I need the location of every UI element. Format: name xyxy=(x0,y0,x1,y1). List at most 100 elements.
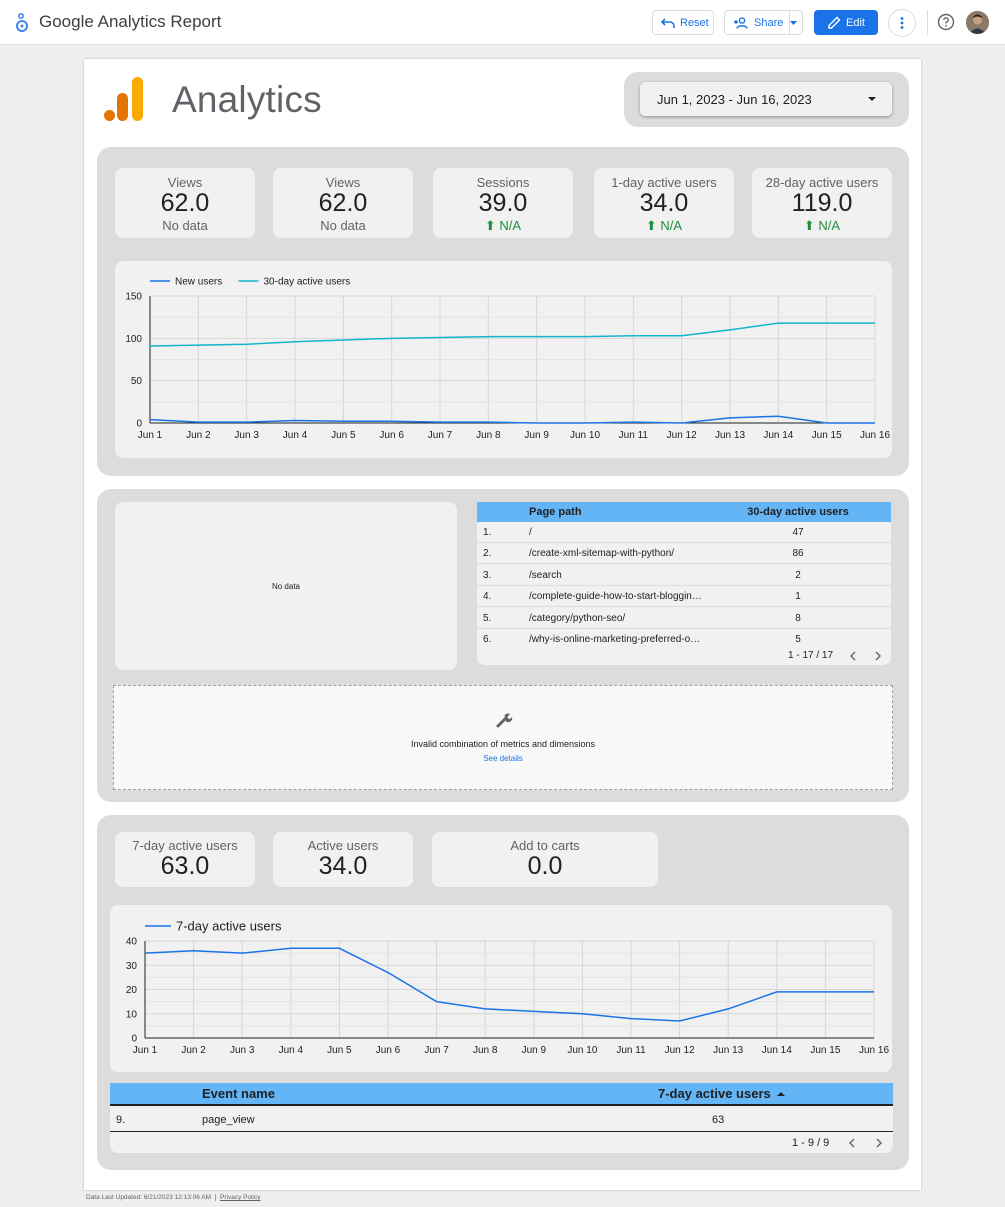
column-header-active-users[interactable]: 30-day active users xyxy=(747,506,849,518)
previous-page-icon[interactable] xyxy=(846,1137,858,1149)
scorecard-value: 119.0 xyxy=(791,189,853,217)
previous-page-icon[interactable] xyxy=(847,650,859,662)
value-cell: 5 xyxy=(795,634,801,645)
x-tick-label: Jun 1 xyxy=(133,1045,158,1056)
x-tick-label: Jun 3 xyxy=(234,430,259,441)
table-row[interactable]: 9. page_view 63 xyxy=(110,1108,893,1132)
scorecard-active-users[interactable]: Active users 34.0 xyxy=(273,832,413,887)
row-index: 6. xyxy=(483,634,492,645)
x-tick-label: Jun 9 xyxy=(524,430,549,441)
scorecard-7-day-active-users[interactable]: 7-day active users 63.0 xyxy=(115,832,255,887)
caret-down-icon xyxy=(790,20,797,25)
column-header-7-day-active-users[interactable]: 7-day active users xyxy=(658,1086,786,1101)
x-tick-label: Jun 8 xyxy=(476,430,501,441)
scorecard-views-2[interactable]: Views 62.0 No data xyxy=(273,168,413,238)
x-tick-label: Jun 6 xyxy=(376,1045,401,1056)
page-path-cell: /complete-guide-how-to-start-blogging-an… xyxy=(529,591,704,602)
sort-ascending-icon xyxy=(777,1092,786,1096)
report-footer: Data Last Updated: 6/21/2023 12:13:06 AM… xyxy=(86,1194,261,1201)
arrow-up-icon: ⬆ xyxy=(645,218,657,233)
date-range-picker[interactable]: Jun 1, 2023 - Jun 16, 2023 xyxy=(640,82,892,116)
event-table[interactable]: Event name 7-day active users 9. page_vi… xyxy=(110,1083,893,1153)
next-page-icon[interactable] xyxy=(872,650,884,662)
y-tick-label: 10 xyxy=(126,1009,138,1020)
y-tick-label: 30 xyxy=(126,961,138,972)
row-index: 5. xyxy=(483,613,492,624)
table-row[interactable]: 5. /category/python-seo/ 8 xyxy=(477,608,891,629)
analytics-wordmark: Analytics xyxy=(172,79,322,120)
column-header-event-name[interactable]: Event name xyxy=(202,1086,275,1101)
event-name-cell: page_view xyxy=(202,1114,255,1126)
undo-icon xyxy=(661,17,675,28)
row-index: 9. xyxy=(116,1114,126,1126)
scorecard-add-to-carts[interactable]: Add to carts 0.0 xyxy=(432,832,658,887)
users-timeseries-chart[interactable]: 0 50 100 150 Jun 1 Jun 2 Jun 3 Jun 4 Jun 5 Jun 6 J… xyxy=(115,261,892,458)
x-tick-label: Jun 15 xyxy=(810,1045,840,1056)
looker-studio-logo-icon xyxy=(16,12,28,32)
reset-button[interactable]: Reset xyxy=(652,10,714,35)
scorecard-views-1[interactable]: Views 62.0 No data xyxy=(115,168,255,238)
see-details-link[interactable]: See details xyxy=(483,754,523,763)
comparison-value: N/A xyxy=(660,218,683,233)
y-tick-label: 150 xyxy=(125,292,142,303)
y-tick-label: 20 xyxy=(126,985,138,996)
table-header: Event name 7-day active users xyxy=(110,1083,893,1106)
scorecard-label: Active users xyxy=(307,838,379,853)
column-header-page-path[interactable]: Page path xyxy=(529,506,582,518)
scorecard-label: 1-day active users xyxy=(611,175,717,190)
share-button[interactable]: Share xyxy=(724,10,790,35)
page-path-cell: /create-xml-sitemap-with-python/ xyxy=(529,548,675,559)
privacy-policy-link[interactable]: Privacy Policy xyxy=(220,1194,261,1202)
top-bar: Google Analytics Report Reset Share Edit xyxy=(0,0,1005,45)
x-tick-label: Jun 3 xyxy=(230,1045,255,1056)
scorecard-comparison: ⬆ N/A xyxy=(752,218,892,234)
x-tick-label: Jun 14 xyxy=(762,1045,792,1056)
next-page-icon[interactable] xyxy=(873,1137,885,1149)
table-row[interactable]: 2. /create-xml-sitemap-with-python/ 86 xyxy=(477,543,891,564)
scorecard-comparison: ⬆ N/A xyxy=(594,218,734,234)
more-options-button[interactable] xyxy=(888,9,916,37)
x-tick-label: Jun 13 xyxy=(713,1045,743,1056)
arrow-up-icon: ⬆ xyxy=(484,218,496,233)
chart-error-box: Invalid combination of metrics and dimen… xyxy=(113,685,893,790)
share-options-button[interactable] xyxy=(789,10,803,35)
y-tick-label: 0 xyxy=(131,1034,137,1045)
footer-divider xyxy=(215,1194,217,1201)
legend-label: New users xyxy=(175,277,222,288)
more-vert-icon xyxy=(900,17,904,29)
x-tick-label: Jun 2 xyxy=(181,1045,206,1056)
series-line xyxy=(144,947,874,1022)
y-tick-label: 0 xyxy=(136,419,142,430)
nodata-chart[interactable]: No data xyxy=(115,502,457,670)
row-index: 1. xyxy=(483,527,492,538)
table-row[interactable]: 3. /search 2 xyxy=(477,565,891,586)
help-icon[interactable] xyxy=(937,13,955,31)
7-day-users-timeseries-chart[interactable]: 0 10 20 30 40 Jun 1 Jun 2 Jun 3 Jun 4 Jun 5 Jun 6 J… xyxy=(110,905,892,1072)
error-message: Invalid combination of metrics and dimen… xyxy=(410,739,596,749)
active-users-panel: 7-day active users 63.0 Active users 34.… xyxy=(97,815,909,1170)
scorecard-sessions[interactable]: Sessions 39.0 ⬆ N/A xyxy=(433,168,573,238)
scorecard-value: 34.0 xyxy=(318,852,368,880)
table-row[interactable]: 6. /why-is-online-marketing-preferred-ov… xyxy=(477,629,891,650)
x-tick-label: Jun 8 xyxy=(473,1045,498,1056)
value-cell: 1 xyxy=(795,591,801,602)
date-range-value: Jun 1, 2023 - Jun 16, 2023 xyxy=(657,91,812,107)
dropdown-arrow-icon xyxy=(868,97,876,101)
table-row[interactable]: 1. / 47 xyxy=(477,522,891,543)
x-tick-label: Jun 7 xyxy=(428,430,453,441)
pagination-label: 1 - 9 / 9 xyxy=(792,1137,830,1149)
scorecard-28-day-active-users[interactable]: 28-day active users 119.0 ⬆ N/A xyxy=(752,168,892,238)
scorecard-1-day-active-users[interactable]: 1-day active users 34.0 ⬆ N/A xyxy=(594,168,734,238)
arrow-up-icon: ⬆ xyxy=(803,218,815,233)
wrench-icon xyxy=(496,713,513,728)
page-path-table[interactable]: Page path 30-day active users 1. / 47 2.… xyxy=(477,502,891,665)
column-header-label: 7-day active users xyxy=(658,1086,771,1101)
series-line xyxy=(149,322,875,347)
user-avatar[interactable] xyxy=(966,11,989,34)
x-tick-label: Jun 14 xyxy=(763,430,793,441)
page-path-cell: / xyxy=(529,527,532,538)
edit-button[interactable]: Edit xyxy=(814,10,878,35)
table-row[interactable]: 4. /complete-guide-how-to-start-blogging… xyxy=(477,586,891,607)
value-cell: 2 xyxy=(795,570,801,581)
last-updated-text: Data Last Updated: 6/21/2023 12:13:06 AM xyxy=(86,1194,212,1202)
